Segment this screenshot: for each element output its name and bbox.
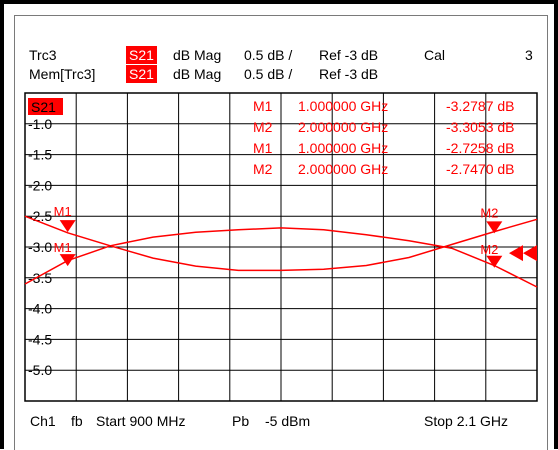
- y-tick-label: -1.0: [28, 116, 52, 132]
- marker-readout-label: M2: [253, 161, 273, 177]
- trace-scale[interactable]: 0.5 dB /: [244, 47, 293, 63]
- y-tick-label: -3.5: [28, 270, 52, 286]
- footer-power-label: Pb: [232, 413, 250, 429]
- marker-readout-label: M1: [253, 140, 273, 156]
- marker-readout-frequency: 2.000000 GHz: [298, 161, 388, 177]
- footer-channel[interactable]: Ch1: [30, 413, 56, 429]
- footer-stop[interactable]: Stop 2.1 GHz: [424, 413, 509, 429]
- footer-mode: fb: [71, 413, 83, 429]
- window-border-left: [0, 0, 4, 449]
- memory-param-badge[interactable]: S21: [126, 65, 157, 83]
- window-border-right: [554, 0, 558, 449]
- marker-readout-value: -2.7258 dB: [446, 140, 515, 156]
- trace-format[interactable]: dB Mag: [173, 47, 222, 63]
- y-tick-label: -3.0: [28, 239, 52, 255]
- y-tick-label: -5.0: [28, 362, 52, 378]
- cal-status: Cal: [424, 47, 446, 63]
- marker-label: M1: [54, 204, 72, 219]
- trace-name[interactable]: Trc3: [29, 47, 57, 63]
- footer-power[interactable]: -5 dBm: [265, 413, 311, 429]
- memory-scale[interactable]: 0.5 dB /: [244, 66, 293, 82]
- marker-readout-value: -3.2787 dB: [446, 98, 515, 114]
- marker-readout-label: M2: [253, 119, 273, 135]
- marker-readout-value: -3.3053 dB: [446, 119, 515, 135]
- memory-format[interactable]: dB Mag: [173, 66, 222, 82]
- y-tick-label: -2.0: [28, 177, 52, 193]
- y-tick-label: -4.5: [28, 331, 52, 347]
- marker-readout-label: M1: [253, 98, 273, 114]
- trace-ref[interactable]: Ref -3 dB: [319, 47, 379, 63]
- offscreen-arrow: [523, 245, 537, 262]
- memory-trace-name[interactable]: Mem[Trc3]: [29, 66, 96, 82]
- y-tick-label: -1.5: [28, 147, 52, 163]
- marker-triangle[interactable]: [486, 221, 503, 234]
- trace-param-badge[interactable]: S21: [126, 46, 157, 64]
- marker-label: M1: [54, 240, 72, 255]
- marker-label: M2: [480, 205, 498, 220]
- trace-label-badge[interactable]: [28, 98, 63, 115]
- memory-ref[interactable]: Ref -3 dB: [319, 66, 379, 82]
- marker-triangle[interactable]: [59, 254, 76, 267]
- marker-label: M2: [480, 242, 498, 257]
- window-border-top: [0, 0, 558, 4]
- marker-readout-value: -2.7470 dB: [446, 161, 515, 177]
- y-tick-label: -4.0: [28, 301, 52, 317]
- marker-triangle[interactable]: [59, 220, 76, 233]
- marker-readout-frequency: 2.000000 GHz: [298, 119, 388, 135]
- marker-triangle[interactable]: [486, 255, 503, 268]
- footer-start[interactable]: Start 900 MHz: [96, 413, 186, 429]
- marker-readout-frequency: 1.000000 GHz: [298, 98, 388, 114]
- offscreen-arrow: [509, 245, 523, 262]
- trace-label: S21: [31, 99, 56, 115]
- trace-number: 3: [525, 47, 533, 63]
- trace-line[interactable]: [24, 227, 538, 288]
- marker-readout-frequency: 1.000000 GHz: [298, 140, 388, 156]
